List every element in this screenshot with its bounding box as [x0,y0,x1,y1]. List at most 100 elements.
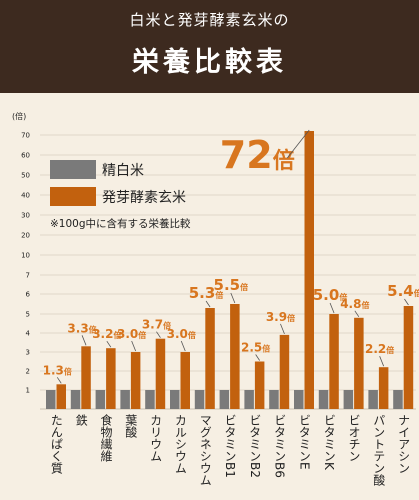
bar-white-rice-12 [343,390,354,409]
y-tick-label: 3 [26,349,30,357]
category-label: ビオチン [347,414,361,462]
bar-brown-rice-6 [205,308,215,409]
data-label: 5.5倍 [214,276,249,294]
data-label: 5.0倍 [313,286,348,304]
chart-subtitle: 白米と発芽酵素玄米の [129,11,290,29]
leader-line [156,331,161,338]
bar-brown-rice-13 [378,367,389,409]
leader-line [286,129,310,159]
data-label: 3.3倍 [67,321,96,335]
data-label: 5.4倍 [387,282,419,300]
category-label: パントテン酸 [372,414,386,486]
leader-line [230,292,236,304]
data-label: 3.7倍 [142,318,171,332]
category-label: カルシウム [173,414,187,474]
data-labels: 1.3倍3.3倍3.2倍3.0倍3.7倍3.0倍5.3倍5.5倍2.5倍3.9倍… [43,129,419,384]
chart-title: 栄養比較表 [132,47,287,78]
leader-line [106,340,112,348]
y-tick-label: 70 [21,132,30,140]
bar-brown-rice-11 [329,314,339,409]
category-label: 葉酸 [124,414,138,438]
y-tick-labels: 1 2 3 4 5 6 7 10 20 30 40 50 60 70 [21,132,30,395]
category-label: ナイアシン [397,414,411,474]
bar-brown-rice-9 [279,334,290,409]
bar-white-rice-2 [95,390,106,409]
legend-label-brown-rice: 発芽酵素玄米 [102,190,186,206]
bar-white-rice-1 [70,390,81,409]
leader-line [280,323,285,335]
bar-white-rice-5 [170,390,180,409]
leader-line [379,356,385,367]
category-label: ビタミンB1 [223,414,237,478]
category-label: 食物繊維 [99,413,113,462]
leader-line [329,302,335,314]
bar-brown-rice-1 [81,346,91,409]
category-label: ビタミンK [322,414,336,471]
leader-line [81,335,87,346]
header-banner: 白米と発芽酵素玄米の 栄養比較表 [0,0,419,93]
category-label: ビタミンB2 [248,414,262,478]
category-label: ビタミンE [297,414,311,470]
bar-white-rice-11 [318,390,329,409]
data-label: 1.3倍 [43,363,72,377]
y-tick-label: 10 [21,252,30,260]
data-label: 72倍 [220,133,295,177]
bar-white-rice-8 [244,390,254,409]
chart-note: ※100g中に含有する栄養比較 [50,218,191,230]
y-tick-label: 30 [21,212,30,220]
bar-white-rice-14 [393,390,403,409]
leader-line [255,354,260,361]
bar-brown-rice-3 [130,352,141,409]
leader-line [404,298,409,306]
bar-brown-rice-12 [354,317,364,409]
bar-brown-rice-8 [254,361,265,409]
y-tick-label: 1 [26,387,30,395]
data-label: 3.0倍 [167,327,196,341]
y-tick-label: 40 [21,192,30,200]
bar-white-rice-10 [294,390,304,409]
legend-label-white-rice: 精白米 [102,163,144,179]
bar-white-rice-3 [120,390,130,409]
bar-brown-rice-10 [304,131,314,409]
y-tick-label: 60 [21,152,30,160]
bar-brown-rice-2 [106,348,116,409]
bar-white-rice-9 [269,390,279,409]
data-label: 3.2倍 [92,327,121,341]
bar-white-rice-13 [368,390,378,409]
leader-line [131,340,137,352]
bar-white-rice-0 [46,390,56,409]
legend-swatch-white-rice [50,160,96,179]
y-tick-label: 5 [26,311,30,319]
category-label: カリウム [149,414,163,462]
bar-white-rice-7 [219,390,230,409]
data-label: 3.9倍 [266,310,295,324]
bar-brown-rice-14 [403,306,414,409]
bar-brown-rice-5 [180,352,190,409]
bar-brown-rice-4 [155,338,166,409]
data-label: 3.0倍 [117,327,146,341]
leader-line [354,310,360,318]
leader-line [205,300,211,308]
data-label: 4.8倍 [340,297,369,311]
y-tick-label: 4 [26,330,31,338]
data-label: 2.5倍 [241,341,270,355]
legend-swatch-brown-rice [50,187,96,206]
y-tick-label: 6 [26,291,31,299]
category-label: ビタミンB6 [273,414,287,478]
leader-line [56,377,62,384]
data-label: 5.3倍 [189,284,224,302]
data-label: 2.2倍 [365,342,394,356]
y-tick-label: 2 [26,368,30,376]
category-labels: たんぱく質鉄食物繊維 葉酸 カリウム カルシウム マグネシウム ビタミンB1 ビタミンB2 ビ… [49,413,410,486]
bar-brown-rice-0 [56,384,66,409]
bar-white-rice-6 [194,390,205,409]
y-tick-label: 20 [21,232,30,240]
leader-line [180,340,186,352]
y-axis-unit: (倍) [12,111,26,121]
y-tick-label: 50 [21,172,30,180]
bars [46,131,414,409]
category-label: たんぱく質 [49,414,63,475]
bar-white-rice-4 [145,390,155,409]
category-label: マグネシウム [198,414,212,486]
